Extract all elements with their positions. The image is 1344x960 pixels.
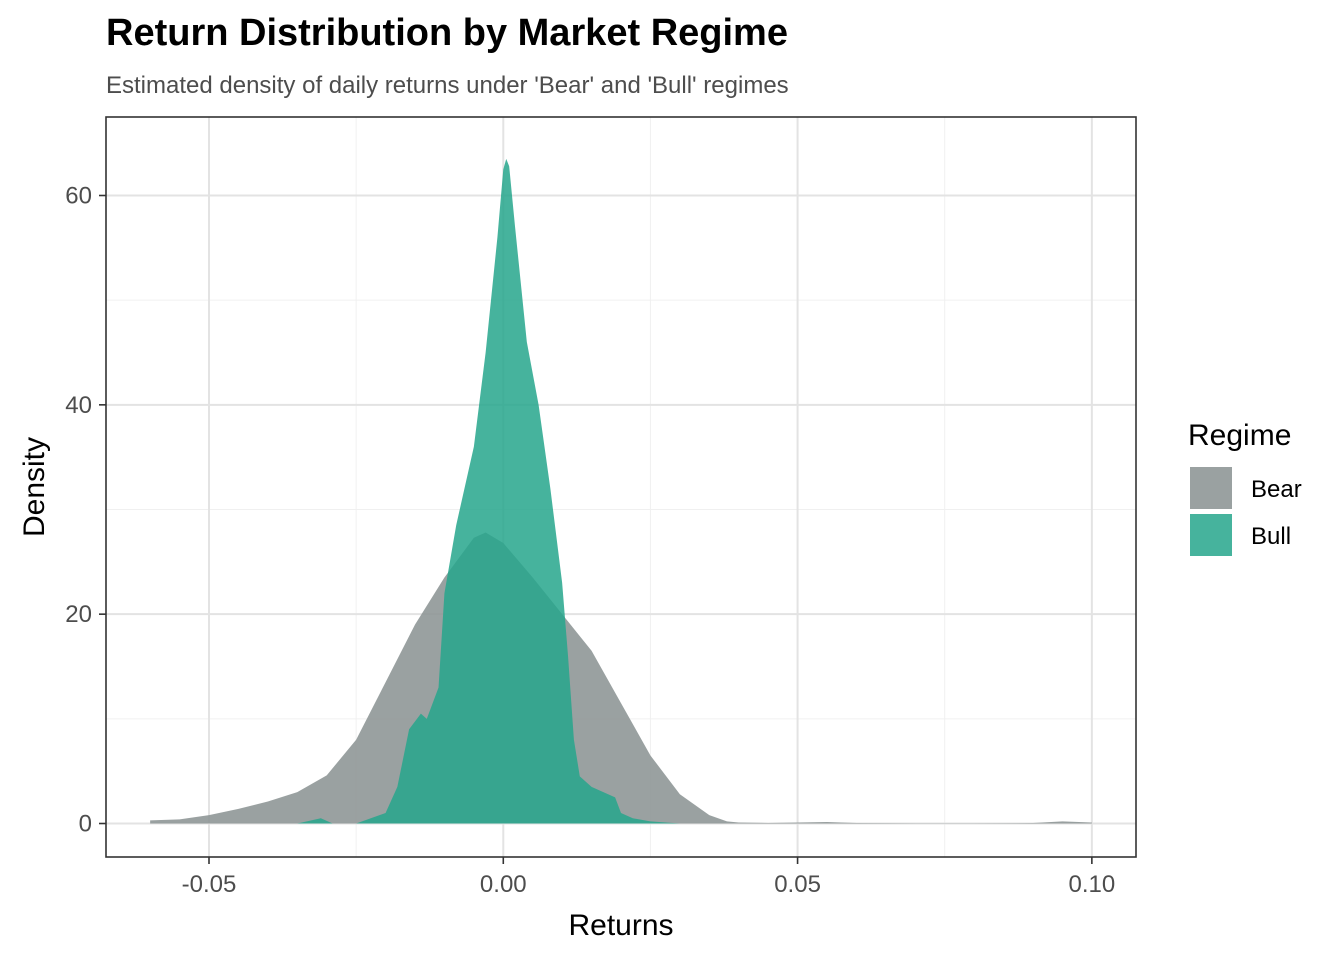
y-axis-title: Density [18, 437, 51, 537]
legend-title: Regime [1188, 419, 1291, 452]
legend-label-bull: Bull [1251, 523, 1291, 550]
chart-title: Return Distribution by Market Regime [106, 12, 788, 54]
chart-subtitle: Estimated density of daily returns under… [106, 72, 789, 99]
x-tick-label: 0.05 [774, 871, 821, 898]
legend-label-bear: Bear [1251, 476, 1302, 503]
legend-items: Bear Bull [1190, 467, 1302, 556]
density-area-bear [150, 532, 1092, 824]
plot-border [105, 116, 1137, 858]
x-tick-label: -0.05 [182, 871, 237, 898]
y-tick-label: 0 [79, 811, 92, 838]
y-tick-label: 40 [65, 392, 92, 419]
legend-swatch-bull [1190, 514, 1232, 556]
x-tick-label: 0.00 [480, 871, 527, 898]
legend-swatch-bear [1190, 467, 1232, 509]
y-tick-label: 60 [65, 183, 92, 210]
y-tick-label: 20 [65, 601, 92, 628]
axes: -0.05 0.00 0.05 0.10 0 20 40 60 [65, 183, 1115, 898]
series-layer [150, 158, 1092, 824]
x-axis-title: Returns [568, 909, 673, 942]
legend: Regime Bear Bull [1188, 419, 1302, 556]
x-tick-label: 0.10 [1068, 871, 1115, 898]
